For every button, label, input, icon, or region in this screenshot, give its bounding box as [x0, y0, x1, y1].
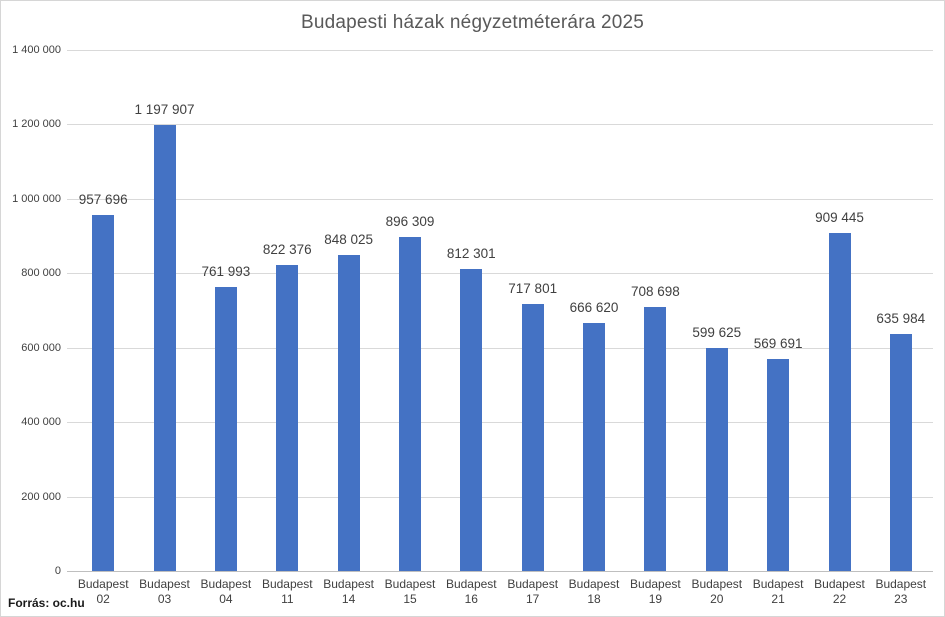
y-tick-label: 200 000: [21, 491, 61, 503]
y-tick-label: 400 000: [21, 416, 61, 428]
bar: [276, 265, 299, 571]
gridline: [67, 348, 933, 349]
bar-value-label: 909 445: [815, 209, 864, 225]
bar-value-label: 848 025: [324, 232, 373, 248]
bar-value-label: 635 984: [876, 311, 926, 327]
bar: [92, 214, 115, 571]
bar-value-label: 569 691: [753, 336, 803, 351]
bar-value-label: 896 309: [385, 214, 435, 230]
x-tick-label: Budapest 02: [77, 577, 129, 606]
bar-value-label: 761 993: [201, 264, 251, 280]
bar-value-label: 957 696: [78, 191, 128, 207]
bar-value-label: 1 197 907: [134, 102, 195, 118]
gridline: [67, 273, 933, 274]
bar: [153, 125, 176, 571]
bar-value-label: 599 625: [692, 324, 742, 340]
bar: [521, 303, 544, 571]
y-tick-label: 600 000: [21, 342, 61, 354]
bar: [583, 322, 605, 571]
x-tick-label: Budapest 22: [814, 577, 865, 606]
y-tick-label: 1 400 000: [12, 44, 61, 56]
x-tick-label: Budapest 03: [139, 577, 190, 606]
x-tick-label: Budapest 20: [691, 577, 743, 606]
gridline: [67, 422, 933, 423]
x-tick-label: Budapest 15: [384, 577, 436, 606]
y-tick-label: 1 000 000: [12, 193, 61, 205]
gridline: [67, 50, 933, 51]
bar: [399, 237, 421, 571]
x-tick-label: Budapest 16: [445, 577, 497, 606]
bar-value-label: 708 698: [630, 284, 680, 300]
x-tick-label: Budapest 23: [875, 577, 927, 606]
bar: [705, 347, 728, 571]
gridline: [67, 497, 933, 498]
gridline: [67, 199, 933, 200]
bar: [644, 307, 667, 571]
bar: [828, 232, 851, 571]
bar-value-label: 717 801: [508, 280, 558, 296]
y-tick-label: 800 000: [21, 267, 61, 279]
chart-title: Budapesti házak négyzetméterára 2025: [300, 12, 645, 33]
bar: [214, 287, 237, 571]
x-axis-line: [67, 571, 933, 572]
bar-value-label: 822 376: [262, 242, 312, 257]
x-tick-label: Budapest 11: [261, 577, 313, 606]
bar: [767, 359, 790, 571]
bar-value-label: 666 620: [569, 299, 619, 315]
y-tick-label: 1 200 000: [12, 118, 61, 130]
bar: [460, 268, 483, 571]
x-tick-label: Budapest 17: [507, 577, 559, 606]
source-note: Forrás: oc.hu: [8, 596, 85, 610]
bar-value-label: 812 301: [446, 245, 496, 261]
bar: [889, 334, 912, 571]
x-tick-label: Budapest 14: [323, 577, 374, 606]
bar: [337, 255, 360, 571]
x-tick-label: Budapest 19: [630, 577, 681, 606]
gridline: [67, 124, 933, 125]
y-tick-label: 0: [54, 565, 61, 577]
x-tick-label: Budapest 04: [200, 577, 252, 606]
x-tick-label: Budapest 21: [752, 577, 804, 606]
x-tick-label: Budapest 18: [568, 577, 620, 606]
